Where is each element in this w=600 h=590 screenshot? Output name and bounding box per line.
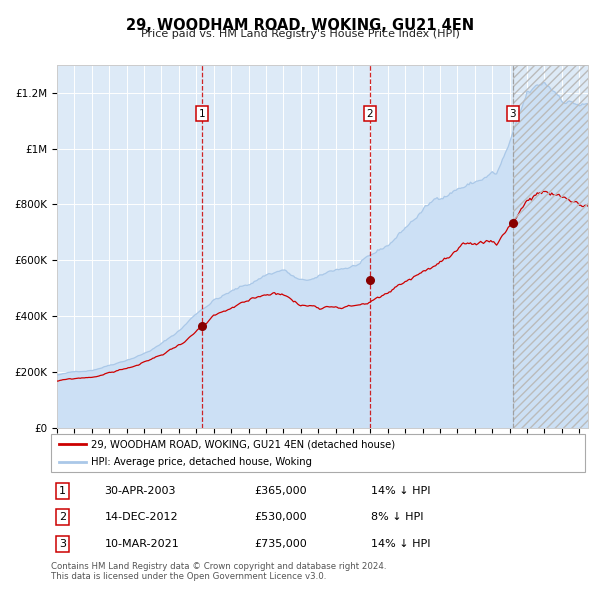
Text: 14% ↓ HPI: 14% ↓ HPI — [371, 486, 431, 496]
Text: 30-APR-2003: 30-APR-2003 — [104, 486, 176, 496]
Text: £530,000: £530,000 — [254, 512, 307, 522]
Text: 29, WOODHAM ROAD, WOKING, GU21 4EN (detached house): 29, WOODHAM ROAD, WOKING, GU21 4EN (deta… — [91, 440, 395, 450]
Text: 3: 3 — [509, 109, 516, 119]
Text: 1: 1 — [199, 109, 205, 119]
Text: 2: 2 — [367, 109, 373, 119]
Text: 10-MAR-2021: 10-MAR-2021 — [104, 539, 179, 549]
Text: 14% ↓ HPI: 14% ↓ HPI — [371, 539, 431, 549]
Text: Contains HM Land Registry data © Crown copyright and database right 2024.: Contains HM Land Registry data © Crown c… — [51, 562, 386, 571]
Text: HPI: Average price, detached house, Woking: HPI: Average price, detached house, Woki… — [91, 457, 312, 467]
Text: 29, WOODHAM ROAD, WOKING, GU21 4EN: 29, WOODHAM ROAD, WOKING, GU21 4EN — [126, 18, 474, 32]
Text: Price paid vs. HM Land Registry's House Price Index (HPI): Price paid vs. HM Land Registry's House … — [140, 29, 460, 39]
Text: 2: 2 — [59, 512, 67, 522]
Text: £365,000: £365,000 — [254, 486, 307, 496]
Text: 3: 3 — [59, 539, 66, 549]
Text: 8% ↓ HPI: 8% ↓ HPI — [371, 512, 424, 522]
Text: This data is licensed under the Open Government Licence v3.0.: This data is licensed under the Open Gov… — [51, 572, 326, 581]
Text: 1: 1 — [59, 486, 66, 496]
FancyBboxPatch shape — [51, 434, 585, 472]
Text: £735,000: £735,000 — [254, 539, 307, 549]
Text: 14-DEC-2012: 14-DEC-2012 — [104, 512, 178, 522]
